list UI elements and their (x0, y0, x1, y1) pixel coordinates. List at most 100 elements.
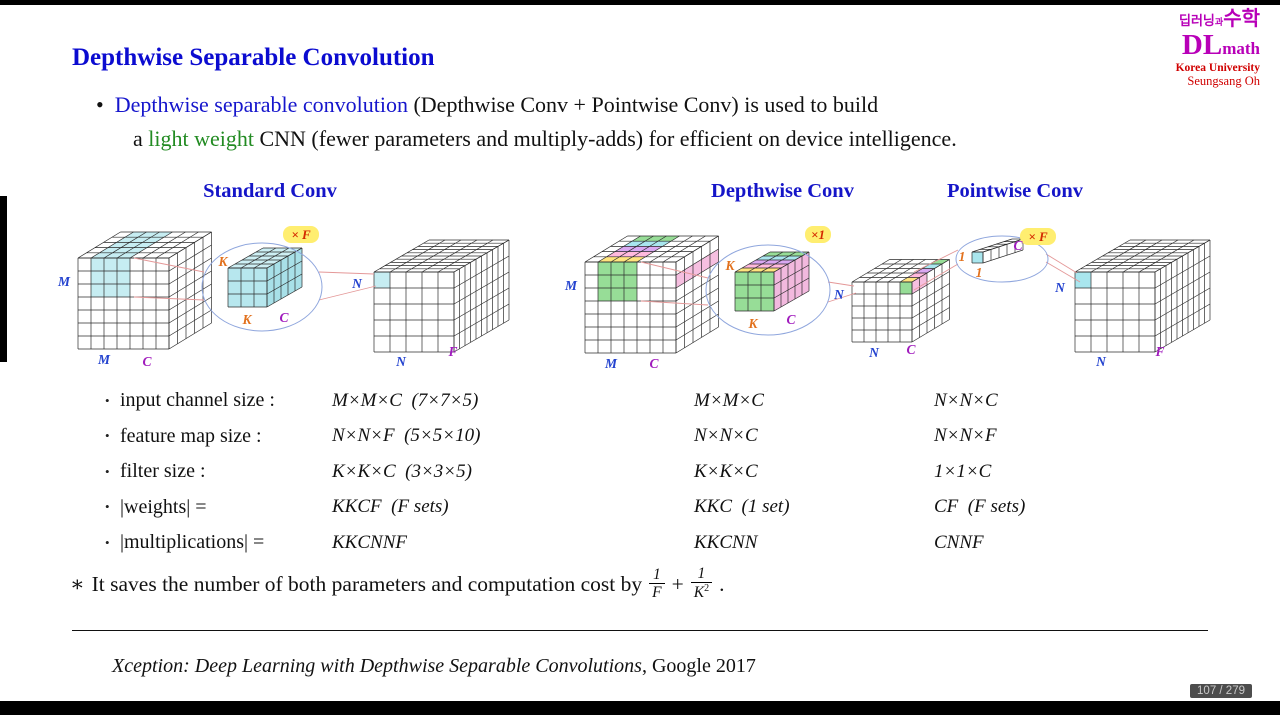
intro-line-2: a light weight CNN (fewer parameters and… (133, 126, 957, 151)
conv-comparison-table: • input channel size : M×M×C (7×7×5) M×M… (0, 383, 1280, 561)
cell-standard: M×M×C (7×7×5) (332, 389, 479, 411)
pw-filter-bar (971, 238, 1024, 264)
dim-label: N (351, 276, 363, 291)
multiplier-badge: × F (1020, 228, 1056, 245)
cell-depthwise: KKCNN (694, 531, 758, 553)
row-label: input channel size : (120, 389, 275, 412)
table-row: • feature map size : N×N×F (5×5×10) N×N×… (0, 419, 1280, 455)
svg-text:×1: ×1 (811, 227, 825, 242)
cell-depthwise: K×K×C (694, 460, 758, 482)
note-plus: + (671, 571, 684, 596)
cell-pointwise: CNNF (934, 531, 984, 553)
logo-korean: 딥러닝과수학 (1179, 8, 1260, 30)
row-bullet: • (105, 499, 110, 515)
dim-label: N (1095, 354, 1107, 369)
connection-line (1045, 253, 1078, 274)
dim-label: M (57, 274, 71, 289)
dim-label: C (1013, 238, 1023, 253)
dim-label: N (395, 354, 407, 369)
dim-label: K (217, 254, 228, 269)
std-output-cube (373, 239, 510, 353)
cell-depthwise: N×N×C (694, 425, 758, 447)
dim-label: C (142, 354, 152, 369)
connection-line (827, 281, 855, 287)
dim-label: N (868, 345, 880, 360)
connection-line (318, 285, 377, 301)
section-header-standard-conv: Standard Conv (203, 180, 337, 202)
logo-author: Seungsang Oh (1187, 73, 1260, 88)
logo-university: Korea University (1175, 61, 1260, 74)
std-filter-cube (227, 247, 303, 308)
connection-line (318, 271, 375, 275)
connection-line (640, 300, 709, 306)
cell-standard: KKCNNF (332, 531, 407, 553)
top-edge-bar (0, 0, 1280, 5)
row-label: feature map size : (120, 424, 262, 447)
cell-standard: N×N×F (5×5×10) (332, 425, 481, 447)
row-bullet: • (105, 392, 110, 408)
dim-label: M (604, 356, 618, 371)
note-text: It saves the number of both parameters a… (91, 571, 643, 596)
cell-depthwise: M×M×C (694, 389, 764, 411)
dim-label: 1 (959, 249, 966, 264)
dim-label: M (97, 352, 111, 367)
connection-line (913, 263, 959, 291)
note-star: ∗ (70, 571, 85, 596)
filter-ellipse (201, 242, 323, 332)
section-header-pointwise-conv: Pointwise Conv (946, 180, 1084, 202)
row-label: filter size : (120, 460, 206, 483)
row-bullet: • (105, 463, 110, 479)
note-period: . (719, 571, 725, 596)
dw-output-cube (851, 259, 950, 343)
connection-line (133, 257, 205, 273)
dim-label: C (649, 356, 659, 371)
dim-label: K (241, 312, 252, 327)
intro-line-1: • Depthwise separable convolution (Depth… (96, 92, 879, 117)
multiplier-badge: ×1 (805, 226, 831, 243)
multiplier-badge: × F (283, 226, 319, 243)
dw-input-cube (584, 235, 719, 354)
dim-label: C (786, 312, 796, 327)
dw-filter-cube (734, 251, 810, 312)
dim-label: N (1054, 280, 1066, 295)
bottom-edge-bar (0, 701, 1280, 715)
dim-label: F (447, 344, 457, 359)
dim-label: C (906, 342, 916, 357)
table-row: • |weights| = KKCF (F sets) KKC (1 set) … (0, 490, 1280, 526)
cell-standard: K×K×C (3×3×5) (332, 460, 472, 482)
filter-ellipse (705, 244, 831, 336)
row-label: |multiplications| = (120, 531, 265, 554)
cell-pointwise: N×N×F (934, 425, 997, 447)
cell-standard: KKCF (F sets) (332, 496, 449, 518)
dim-label: K (724, 258, 735, 273)
dim-label: C (279, 310, 289, 325)
svg-text:× F: × F (291, 227, 311, 242)
row-label: |weights| = (120, 495, 207, 518)
cell-pointwise: 1×1×C (934, 460, 992, 482)
table-row: • |multiplications| = KKCNNF KKCNN CNNF (0, 525, 1280, 561)
filter-ellipse (955, 235, 1049, 283)
intro-paragraph: • Depthwise separable convolution (Depth… (96, 88, 1216, 156)
cell-pointwise: CF (F sets) (934, 496, 1026, 518)
cell-depthwise: KKC (1 set) (694, 496, 790, 518)
dim-label: M (564, 278, 578, 293)
row-bullet: • (105, 428, 110, 444)
table-row: • filter size : K×K×C (3×3×5) K×K×C 1×1×… (0, 454, 1280, 490)
pw-output-cube (1074, 239, 1211, 353)
course-logo: 딥러닝과수학 DLmath Korea University Seungsang… (1130, 8, 1260, 88)
divider-line (72, 630, 1208, 631)
connection-line (827, 292, 857, 303)
dim-label: K (747, 316, 758, 331)
connection-line (1045, 261, 1081, 283)
left-edge-bar (0, 196, 7, 362)
connection-line (913, 249, 959, 273)
dim-label: F (1154, 344, 1164, 359)
cell-pointwise: N×N×C (934, 389, 998, 411)
fraction-1-over-K2: 1 K2 (690, 565, 713, 601)
svg-text:× F: × F (1028, 229, 1048, 244)
std-input-cube (77, 231, 212, 350)
page-number: 107 / 279 (1190, 684, 1252, 698)
dim-label: 1 (976, 265, 983, 280)
logo-dlmath: DLmath (1181, 29, 1260, 61)
